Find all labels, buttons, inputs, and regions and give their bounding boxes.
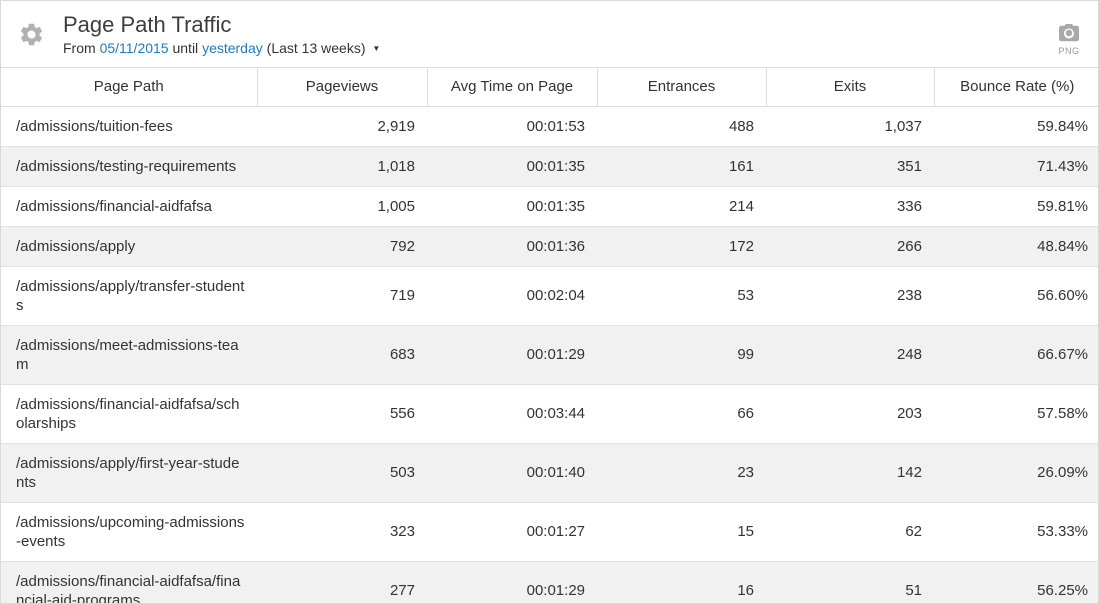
pageviews-cell: 719	[257, 265, 427, 325]
pageviews-cell: 277	[257, 560, 427, 603]
exits-cell: 248	[766, 324, 934, 384]
widget-title: Page Path Traffic	[63, 12, 232, 37]
camera-icon	[1056, 21, 1082, 45]
page-path-cell: /admissions/apply/first-year-students	[1, 442, 257, 502]
entrances-cell: 172	[597, 225, 766, 266]
bounce-rate-cell: 56.25%	[934, 560, 1098, 603]
widget-header: Page Path Traffic From 05/11/2015 until …	[1, 1, 1098, 68]
page-path-cell: /admissions/financial-aidfafsa	[1, 185, 257, 226]
avg-time-cell: 00:01:35	[427, 145, 597, 186]
column-header-page-path: Page Path	[1, 68, 257, 107]
bounce-rate-cell: 26.09%	[934, 442, 1098, 502]
pageviews-cell: 1,005	[257, 185, 427, 226]
from-label: From	[63, 40, 96, 56]
bounce-rate-cell: 71.43%	[934, 145, 1098, 186]
entrances-cell: 488	[728, 117, 754, 135]
entrances-cell: 66	[597, 383, 766, 443]
pageviews-cell: 1,018	[257, 145, 427, 186]
table-row: /admissions/financial-aidfafsa/financial…	[1, 560, 1098, 603]
avg-time-cell: 00:01:40	[427, 442, 597, 502]
entrances-cell: 53	[597, 265, 766, 325]
caret-down-icon[interactable]: ▼	[372, 44, 381, 53]
until-label: until	[172, 40, 199, 56]
table-row: /admissions/financial-aidfafsa/scholarsh…	[1, 383, 1098, 443]
bounce-rate-cell: 66.67%	[934, 324, 1098, 384]
pageviews-cell: 556	[257, 383, 427, 443]
exits-cell: 336	[766, 185, 934, 226]
exits-cell: 142	[766, 442, 934, 502]
gear-icon	[18, 21, 45, 48]
column-header-bounce-rate: Bounce Rate (%)	[933, 68, 1098, 107]
entrances-cell: 23	[597, 442, 766, 502]
page-path-cell: /admissions/apply	[1, 225, 257, 266]
avg-time-cell: 00:01:29	[427, 560, 597, 603]
exits-cell: 266	[766, 225, 934, 266]
bounce-rate-cell: 53.33%	[934, 501, 1098, 561]
bounce-rate-cell: 48.84%	[934, 225, 1098, 266]
start-date-link[interactable]: 05/11/2015	[99, 40, 169, 56]
date-range: From 05/11/2015 until yesterday (Last 13…	[63, 39, 1056, 58]
entrances-cell: 214	[597, 185, 766, 226]
entrances-cell: 99	[597, 324, 766, 384]
exits-cell: 51	[766, 560, 934, 603]
bounce-rate-cell: 57.58%	[934, 383, 1098, 443]
entrances-cell: 161	[597, 145, 766, 186]
pageviews-cell: 503	[257, 442, 427, 502]
header-row: Page Path Pageviews Avg Time on Page Ent…	[1, 68, 1098, 107]
avg-time-cell: 00:02:04	[427, 265, 597, 325]
column-header-exits: Exits	[765, 68, 934, 107]
pageviews-cell: 2,919	[377, 117, 415, 135]
table-row: /admissions/apply/first-year-students 503…	[1, 442, 1098, 502]
entrances-cell: 15	[597, 501, 766, 561]
page-path-cell: /admissions/upcoming-admissions-events	[1, 501, 257, 561]
exits-cell: 203	[766, 383, 934, 443]
table-header: Page Path Pageviews Avg Time on Page Ent…	[1, 68, 1098, 107]
table-row: /admissions/tuition-fees 2,919 00:01:53 488…	[1, 106, 1098, 146]
page-path-cell: /admissions/testing-requirements	[1, 145, 257, 186]
range-label: (Last 13 weeks)	[266, 40, 366, 56]
pageviews-cell: 323	[257, 501, 427, 561]
table-row: /admissions/apply/transfer-students 719 00…	[1, 265, 1098, 325]
pageviews-cell: 683	[257, 324, 427, 384]
table-row: /admissions/meet-admissions-team 683 00:01…	[1, 324, 1098, 384]
column-header-avg-time: Avg Time on Page	[426, 68, 597, 107]
export-png-label: PNG	[1058, 45, 1080, 56]
title-block: Page Path Traffic From 05/11/2015 until …	[63, 10, 1056, 58]
page-path-cell: /admissions/financial-aidfafsa/scholarsh…	[1, 383, 257, 443]
entrances-cell: 16	[597, 560, 766, 603]
bounce-rate-cell: 59.81%	[934, 185, 1098, 226]
page-path-cell: /admissions/tuition-fees	[16, 117, 173, 135]
avg-time-cell: 00:01:29	[427, 324, 597, 384]
table-row: /admissions/apply 792 00:01:36 172 266 48.84%	[1, 225, 1098, 266]
bounce-rate-cell: 59.84%	[1037, 117, 1088, 135]
table-row: /admissions/upcoming-admissions-events 32…	[1, 501, 1098, 561]
exits-cell: 62	[766, 501, 934, 561]
avg-time-cell: 00:01:27	[427, 501, 597, 561]
exits-cell: 1,037	[884, 117, 922, 135]
bounce-rate-cell: 56.60%	[934, 265, 1098, 325]
avg-time-cell: 00:01:53	[526, 117, 585, 135]
page-path-cell: /admissions/apply/transfer-students	[1, 265, 257, 325]
pageviews-cell: 792	[257, 225, 427, 266]
column-header-pageviews: Pageviews	[256, 68, 427, 107]
table-row: /admissions/financial-aidfafsa 1,005 00:01…	[1, 185, 1098, 226]
exits-cell: 238	[766, 265, 934, 325]
table-row: /admissions/testing-requirements 1,018 00:…	[1, 145, 1098, 186]
exits-cell: 351	[766, 145, 934, 186]
export-png-button[interactable]: PNG	[1056, 13, 1082, 56]
table-body: /admissions/tuition-fees 2,919 00:01:53 488…	[1, 106, 1098, 603]
end-date-link[interactable]: yesterday	[202, 40, 263, 56]
avg-time-cell: 00:03:44	[427, 383, 597, 443]
avg-time-cell: 00:01:35	[427, 185, 597, 226]
settings-button[interactable]	[16, 19, 46, 49]
page-path-cell: /admissions/financial-aidfafsa/financial…	[1, 560, 257, 603]
page-path-table: Page Path Pageviews Avg Time on Page Ent…	[1, 68, 1098, 603]
page-path-cell: /admissions/meet-admissions-team	[1, 324, 257, 384]
column-header-entrances: Entrances	[596, 68, 766, 107]
avg-time-cell: 00:01:36	[427, 225, 597, 266]
